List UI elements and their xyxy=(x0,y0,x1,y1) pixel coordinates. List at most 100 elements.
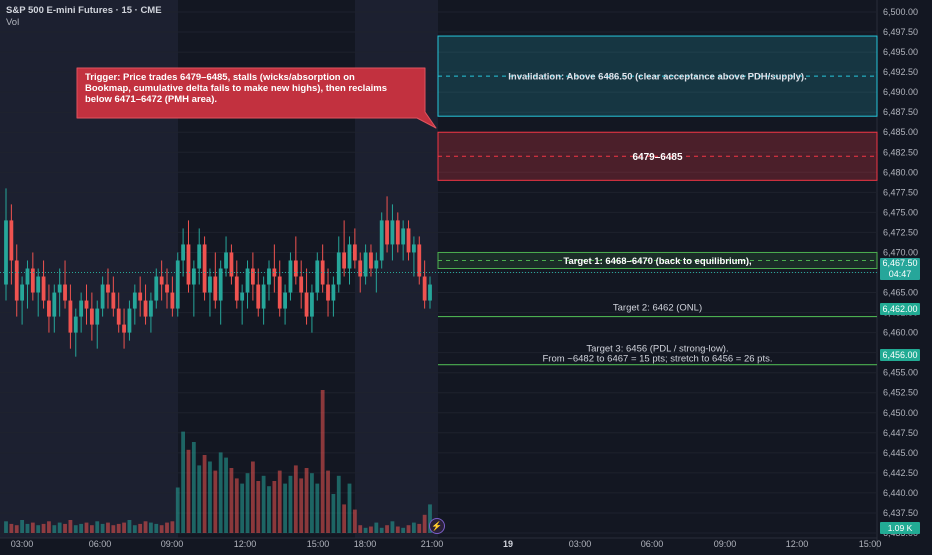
price-tick-label: 6,480.00 xyxy=(883,167,918,177)
bar-countdown: 04:47 xyxy=(888,269,912,279)
candle-body xyxy=(9,220,14,261)
candle-body xyxy=(170,292,175,309)
entry-zone-label: 6479–6485 xyxy=(632,152,682,163)
volume-bar xyxy=(406,525,411,533)
price-tick-label: 6,500.00 xyxy=(883,7,918,17)
volume-bar xyxy=(379,527,384,533)
volume-bar xyxy=(299,478,304,533)
volume-bar xyxy=(197,465,202,533)
volume-bar xyxy=(138,523,143,533)
candle-body xyxy=(229,252,234,277)
volume-bar xyxy=(261,475,266,533)
price-tick-label: 6,482.50 xyxy=(883,147,918,157)
candle-body xyxy=(304,292,309,317)
price-tick-label: 6,490.00 xyxy=(883,87,918,97)
candle-body xyxy=(352,244,357,261)
volume-bar xyxy=(310,473,314,533)
candle-body xyxy=(320,260,325,285)
candle-body xyxy=(132,292,137,309)
candle-body xyxy=(149,300,153,317)
target3-label: Target 3: 6456 (PDL / strong-low). xyxy=(586,344,728,355)
volume-bar xyxy=(149,522,153,533)
price-tick-label: 6,465.00 xyxy=(883,288,918,298)
time-tick-label: 03:00 xyxy=(11,539,34,549)
candle-body xyxy=(84,300,89,309)
volume-bar xyxy=(63,523,67,533)
lightning-icon[interactable]: ⚡ xyxy=(429,518,445,534)
volume-bar xyxy=(304,468,309,533)
candle-body xyxy=(95,308,100,325)
volume-bar xyxy=(411,522,416,533)
volume-bar xyxy=(283,483,287,533)
candle-body xyxy=(331,284,336,301)
target1-label: Target 1: 6468–6470 (back to equilibrium… xyxy=(563,256,751,267)
candle-body xyxy=(374,260,379,269)
price-tick-label: 6,437.50 xyxy=(883,508,918,518)
candle-body xyxy=(406,228,411,253)
candle-body xyxy=(111,292,116,309)
volume-bar xyxy=(165,522,169,533)
candle-body xyxy=(395,220,400,245)
volume-bar xyxy=(52,525,57,533)
volume-bar xyxy=(240,483,245,533)
candle-body xyxy=(272,268,277,277)
candle-body xyxy=(288,260,293,293)
volume-bar xyxy=(170,521,175,533)
volume-bar xyxy=(256,481,261,533)
invalidation-label: Invalidation: Above 6486.50 (clear accep… xyxy=(508,72,806,83)
volume-bar xyxy=(89,525,94,533)
volume-bar xyxy=(181,431,186,533)
symbol-title[interactable]: S&P 500 E-mini Futures · 15 · CME xyxy=(6,5,162,16)
volume-bar xyxy=(331,494,336,533)
volume-bar xyxy=(336,475,341,533)
trigger-line: Bookmap, cumulative delta fails to make … xyxy=(85,83,387,94)
volume-bar xyxy=(122,522,126,533)
candle-body xyxy=(250,268,255,285)
candle-body xyxy=(277,276,282,309)
volume-bar xyxy=(369,526,373,533)
candle-body xyxy=(191,268,196,285)
volume-bar xyxy=(326,470,330,533)
volume-bar xyxy=(293,465,298,533)
time-tick-label: 18:00 xyxy=(354,539,377,549)
candle-body xyxy=(106,284,110,293)
volume-bar xyxy=(159,525,164,533)
trigger-callout-text: Trigger: Price trades 6479–6485, stalls … xyxy=(85,72,387,105)
volume-bar xyxy=(417,523,422,533)
candle-body xyxy=(57,284,62,293)
candle-body xyxy=(310,292,314,317)
candle-body xyxy=(175,260,180,309)
price-tick-label: 6,477.50 xyxy=(883,187,918,197)
volume-bar xyxy=(106,522,110,533)
candle-body xyxy=(30,268,35,293)
candle-body xyxy=(363,252,368,277)
volume-bar xyxy=(250,461,255,533)
volume-bar xyxy=(57,522,62,533)
volume-bar xyxy=(401,527,406,533)
volume-bar xyxy=(234,478,239,533)
volume-bar xyxy=(127,520,132,533)
volume-bar xyxy=(218,452,223,533)
candle-body xyxy=(245,268,250,293)
time-tick-label: 15:00 xyxy=(859,539,882,549)
volume-bar xyxy=(267,486,271,533)
volume-bar xyxy=(315,483,320,533)
candle-body xyxy=(138,292,143,301)
volume-bar xyxy=(132,525,137,533)
volume-bar xyxy=(116,523,121,533)
volume-value-tag: 1.09 K xyxy=(880,522,920,534)
volume-bar xyxy=(175,487,180,533)
volume-bar xyxy=(428,504,432,533)
candle-body xyxy=(20,284,25,301)
candle-body xyxy=(41,276,46,301)
volume-bar xyxy=(73,525,78,533)
candle-body xyxy=(68,300,73,333)
volume-bar xyxy=(320,390,325,533)
volume-bar xyxy=(47,521,51,533)
current-price-tag: 6,467.50 04:47 xyxy=(880,258,920,280)
volume-indicator-label[interactable]: Vol xyxy=(6,17,20,28)
candle-body xyxy=(63,284,67,301)
volume-bar xyxy=(95,521,100,533)
